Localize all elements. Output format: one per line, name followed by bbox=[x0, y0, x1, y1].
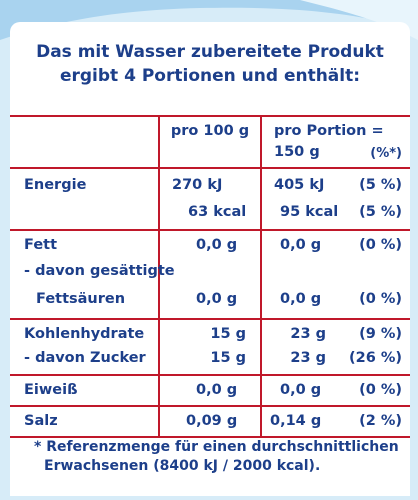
rule-top bbox=[10, 115, 410, 117]
rule-fat-bottom bbox=[10, 318, 410, 320]
panel-heading: Das mit Wasser zubereitete Produkt ergib… bbox=[10, 40, 410, 88]
footnote: * Referenzmenge für einen durchschnittli… bbox=[34, 438, 399, 476]
header-percent: (%*) bbox=[370, 146, 402, 161]
saturated-label-1: - davon gesättigte bbox=[24, 263, 175, 279]
carbs-label: Kohlenhydrate bbox=[24, 326, 145, 342]
protein-percent: (0 %) bbox=[359, 382, 402, 398]
fat-portion: 0,0 g bbox=[280, 237, 322, 253]
column-divider-2 bbox=[260, 115, 262, 436]
heading-line-1: Das mit Wasser zubereitete Produkt bbox=[36, 42, 384, 62]
energy-kcal-100g: 63 kcal bbox=[188, 204, 247, 220]
sugar-percent: (26 %) bbox=[348, 350, 402, 366]
rule-header-bottom bbox=[10, 167, 410, 169]
energy-kcal-portion: 95 kcal bbox=[280, 204, 339, 220]
energy-kj-100g: 270 kJ bbox=[172, 177, 223, 193]
fat-100g: 0,0 g bbox=[196, 237, 238, 253]
column-divider-1 bbox=[158, 115, 160, 436]
sugar-portion: 23 g bbox=[290, 350, 326, 366]
footnote-line-2: Erwachsenen (8400 kJ / 2000 kcal). bbox=[44, 458, 321, 474]
fat-label: Fett bbox=[24, 237, 58, 253]
energy-kj-portion: 405 kJ bbox=[274, 177, 325, 193]
carbs-100g: 15 g bbox=[210, 326, 246, 342]
energy-kcal-percent: (5 %) bbox=[359, 204, 402, 220]
nutrition-panel: Das mit Wasser zubereitete Produkt ergib… bbox=[10, 22, 410, 496]
energy-kj-percent: (5 %) bbox=[359, 177, 402, 193]
heading-line-2: ergibt 4 Portionen und enthält: bbox=[59, 66, 361, 86]
salt-portion: 0,14 g bbox=[270, 413, 322, 429]
protein-100g: 0,0 g bbox=[196, 382, 238, 398]
rule-protein-bottom bbox=[10, 405, 410, 407]
carbs-portion: 23 g bbox=[290, 326, 326, 342]
saturated-label-2: Fettsäuren bbox=[36, 291, 126, 307]
salt-100g: 0,09 g bbox=[186, 413, 238, 429]
sugar-label: - davon Zucker bbox=[24, 350, 146, 366]
rule-salt-bottom bbox=[10, 436, 410, 438]
protein-label: Eiweiß bbox=[24, 382, 78, 398]
fat-percent: (0 %) bbox=[359, 237, 402, 253]
carbs-percent: (9 %) bbox=[359, 326, 402, 342]
rule-carbs-bottom bbox=[10, 374, 410, 376]
energy-label: Energie bbox=[24, 177, 87, 193]
salt-label: Salz bbox=[24, 413, 58, 429]
rule-energy-bottom bbox=[10, 229, 410, 231]
saturated-portion: 0,0 g bbox=[280, 291, 322, 307]
protein-portion: 0,0 g bbox=[280, 382, 322, 398]
footnote-line-1: * Referenzmenge für einen durchschnittli… bbox=[34, 439, 399, 455]
header-portion-size: 150 g bbox=[274, 144, 320, 160]
salt-percent: (2 %) bbox=[359, 413, 402, 429]
saturated-percent: (0 %) bbox=[359, 291, 402, 307]
header-per-portion: pro Portion = bbox=[274, 123, 384, 139]
sugar-100g: 15 g bbox=[210, 350, 246, 366]
saturated-100g: 0,0 g bbox=[196, 291, 238, 307]
header-per-100g: pro 100 g bbox=[170, 123, 250, 139]
